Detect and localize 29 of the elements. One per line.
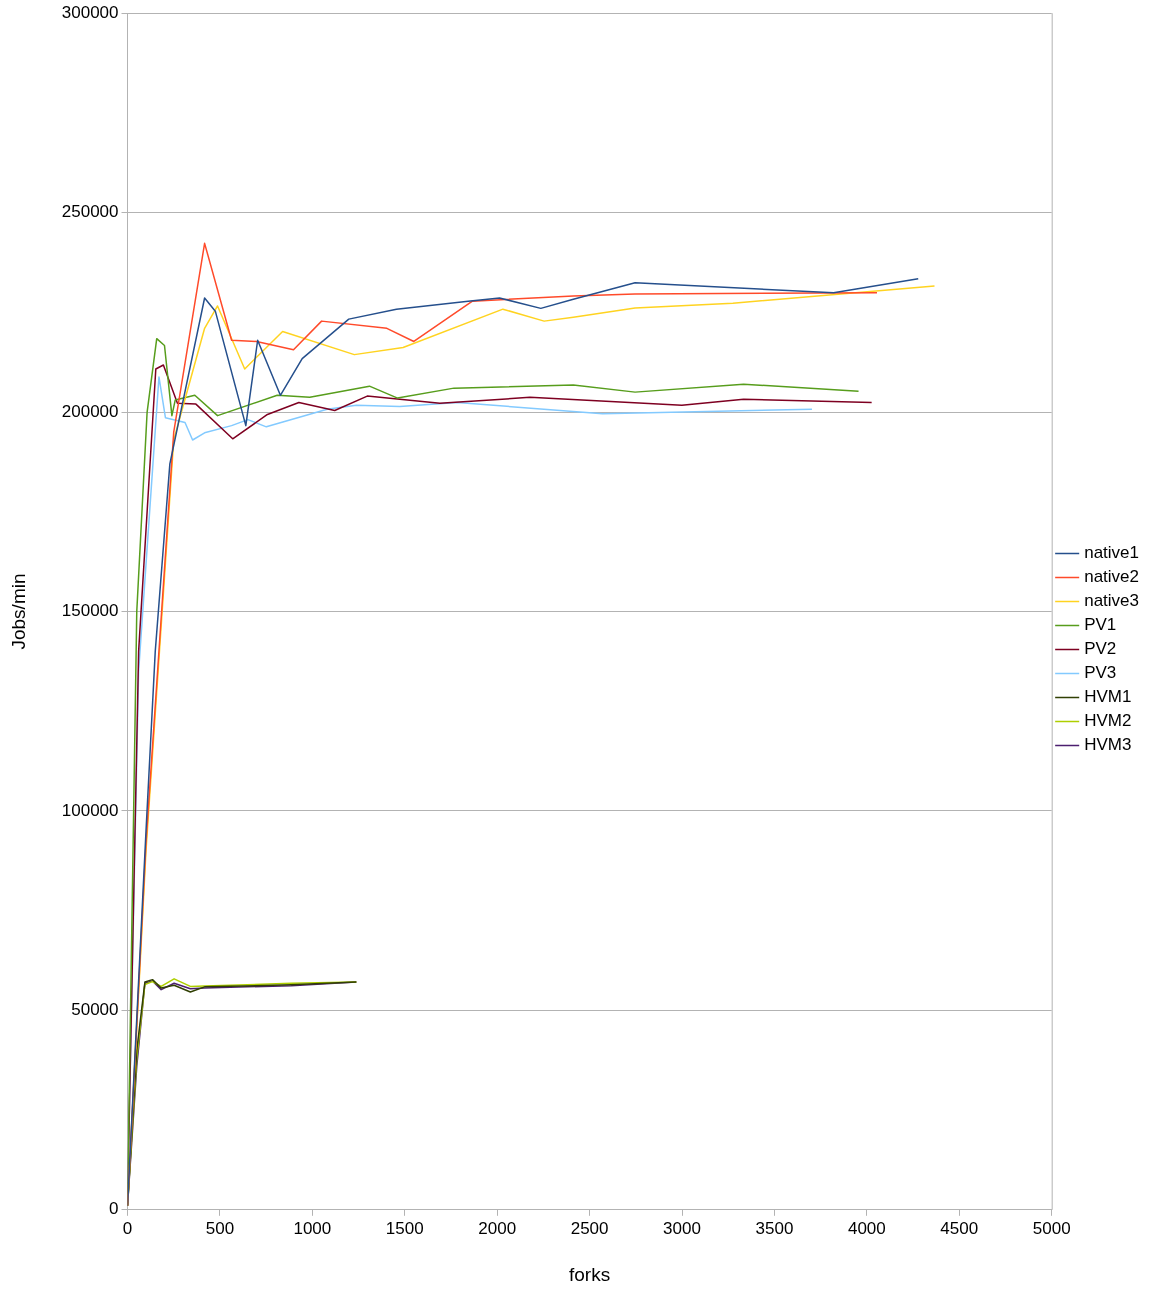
y-tick-label: 50000	[71, 1000, 119, 1020]
y-tick-label: 300000	[61, 2, 119, 22]
x-tick-label: 2000	[478, 1218, 517, 1238]
x-tick-label: 4000	[847, 1218, 886, 1238]
legend-label: native1	[1084, 543, 1140, 563]
x-tick-label: 0	[122, 1218, 133, 1238]
x-tick-label: 500	[205, 1218, 235, 1238]
legend-label: native2	[1084, 567, 1140, 587]
legend-label: PV1	[1084, 615, 1117, 635]
x-tick-label: 3500	[755, 1218, 794, 1238]
y-axis-title: Jobs/min	[7, 573, 29, 650]
x-tick-label: 5000	[1032, 1218, 1071, 1238]
x-axis-title: forks	[569, 1263, 611, 1285]
x-tick-label: 1000	[293, 1218, 332, 1238]
legend-label: PV2	[1084, 639, 1117, 659]
x-tick-label: 4500	[940, 1218, 979, 1238]
legend-label: HVM3	[1084, 735, 1132, 755]
x-tick-label: 1500	[385, 1218, 424, 1238]
legend-label: PV3	[1084, 663, 1117, 683]
legend-label: HVM2	[1084, 711, 1132, 731]
legend-label: native3	[1084, 591, 1140, 611]
y-tick-label: 100000	[61, 800, 119, 820]
y-tick-label: 200000	[61, 401, 119, 421]
y-tick-label: 0	[109, 1199, 119, 1219]
x-tick-label: 2500	[570, 1218, 609, 1238]
legend-label: HVM1	[1084, 687, 1132, 707]
y-tick-label: 150000	[61, 601, 119, 621]
x-tick-label: 3000	[663, 1218, 701, 1238]
y-tick-label: 250000	[61, 202, 119, 222]
